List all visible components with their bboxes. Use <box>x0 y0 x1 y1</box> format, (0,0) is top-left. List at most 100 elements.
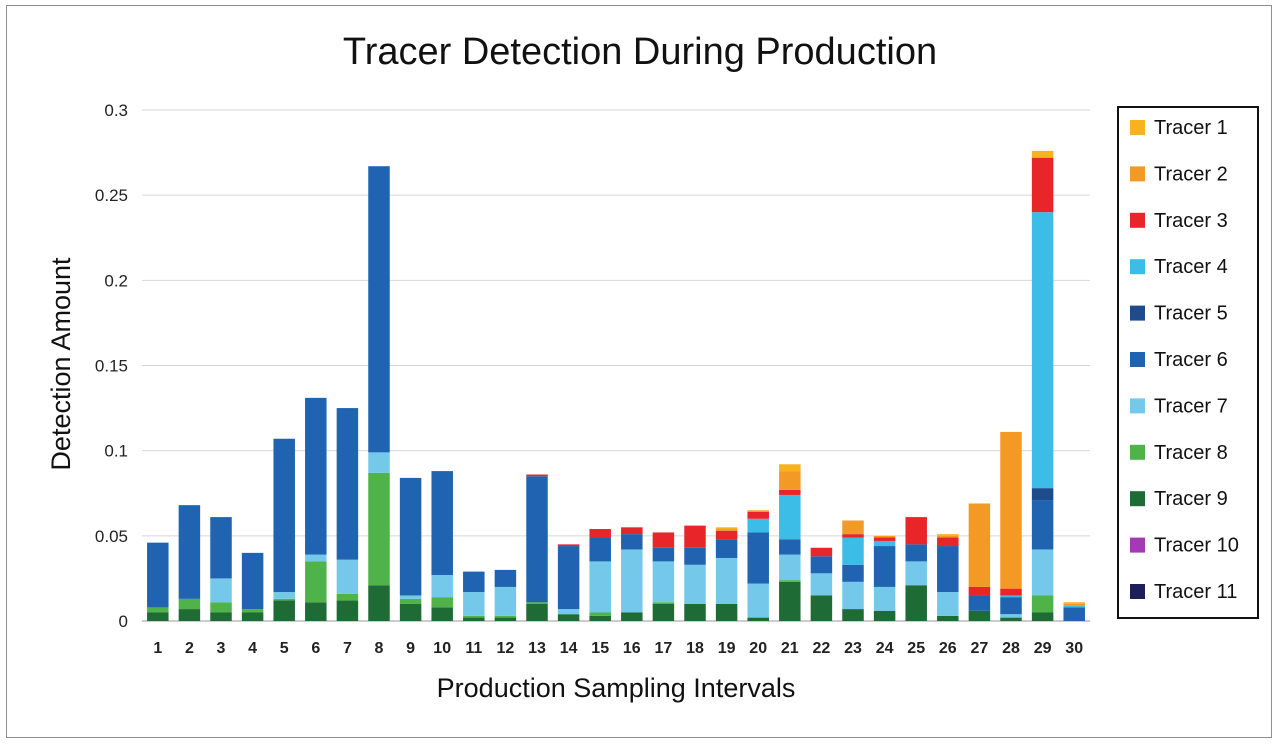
bar-segment-tracer-9 <box>589 615 611 621</box>
x-tick-label: 23 <box>844 640 862 657</box>
bar-segment-tracer-2 <box>842 520 864 535</box>
bar-segment-tracer-7 <box>810 573 833 596</box>
bar-segment-tracer-6 <box>968 595 991 611</box>
bar-segment-tracer-9 <box>905 585 927 621</box>
bar-segment-tracer-1 <box>779 464 801 472</box>
bar-segment-tracer-4 <box>1063 605 1085 608</box>
bar-segment-tracer-2 <box>747 510 769 512</box>
x-tick-label: 22 <box>813 640 831 657</box>
legend-swatch <box>1130 584 1145 599</box>
bar-segment-tracer-4 <box>1031 212 1054 489</box>
bar-segment-tracer-6 <box>937 546 959 593</box>
bar-segment-tracer-6 <box>905 544 927 562</box>
bar-segment-tracer-8 <box>241 609 264 613</box>
bar-segment-tracer-7 <box>336 559 359 594</box>
bar-segment-tracer-8 <box>526 602 548 604</box>
legend-swatch <box>1130 537 1145 553</box>
bar-segment-tracer-9 <box>842 609 864 621</box>
x-tick-label: 7 <box>343 640 352 657</box>
gridlines <box>142 109 1090 622</box>
bar-segment-tracer-6 <box>368 166 390 453</box>
bar-segment-tracer-8 <box>463 615 485 618</box>
legend-swatch <box>1130 305 1145 321</box>
bar-segment-tracer-7 <box>305 554 327 562</box>
bar-segment-tracer-7 <box>1000 614 1022 618</box>
bar-segment-tracer-8 <box>494 615 517 618</box>
bar-segment-tracer-8 <box>210 602 232 613</box>
bar-segment-tracer-7 <box>210 578 232 603</box>
x-axis-title: Production Sampling Intervals <box>437 673 796 703</box>
bar-segment-tracer-9 <box>715 603 738 621</box>
bar-segment-tracer-6 <box>557 546 580 610</box>
legend-label: Tracer 3 <box>1154 210 1228 232</box>
bar-segment-tracer-7 <box>905 561 927 586</box>
bar-segment-tracer-6 <box>589 537 611 562</box>
bar-segment-tracer-7 <box>652 561 675 603</box>
bar-segment-tracer-3 <box>1031 157 1054 213</box>
bar-segment-tracer-9 <box>1031 612 1054 621</box>
bar-segment-tracer-6 <box>241 552 264 610</box>
bar-segment-tracer-9 <box>747 617 769 621</box>
y-tick-label: 0.25 <box>95 186 128 205</box>
bar-segment-tracer-8 <box>1031 595 1054 613</box>
x-tick-label: 5 <box>280 640 289 657</box>
bar-segment-tracer-6 <box>526 476 548 603</box>
bar-segment-tracer-9 <box>873 610 896 621</box>
bar-segment-tracer-9 <box>431 607 453 621</box>
legend-swatch <box>1130 444 1145 460</box>
x-tick-label: 6 <box>311 640 320 657</box>
bar-segment-tracer-6 <box>463 571 485 593</box>
bar-segment-tracer-9 <box>210 612 232 621</box>
x-tick-label: 27 <box>971 640 989 657</box>
bar-segment-tracer-6 <box>621 534 643 550</box>
bar-segment-tracer-7 <box>747 583 769 618</box>
bar-segment-tracer-1 <box>1063 602 1085 604</box>
x-tick-label: 25 <box>907 640 925 657</box>
bar-segment-tracer-3 <box>937 537 959 547</box>
x-tick-label: 15 <box>591 640 609 657</box>
bar-segment-tracer-7 <box>873 586 896 611</box>
y-tick-label: 0.3 <box>104 101 128 120</box>
x-tick-label: 8 <box>375 640 384 657</box>
bar-segment-tracer-6 <box>147 542 169 608</box>
bar-segment-tracer-9 <box>463 617 485 621</box>
x-tick-label: 20 <box>749 640 767 657</box>
bar-segment-tracer-9 <box>147 612 169 621</box>
legend-label: Tracer 7 <box>1154 395 1228 417</box>
bar-segment-tracer-3 <box>652 532 675 548</box>
bar-segment-tracer-6 <box>684 547 706 565</box>
bar-segment-tracer-2 <box>1063 603 1085 606</box>
bar-segment-tracer-9 <box>241 612 264 621</box>
bar-segment-tracer-4 <box>873 540 896 547</box>
x-tick-label: 13 <box>528 640 546 657</box>
bar-segment-tracer-6 <box>1000 597 1022 615</box>
legend-label: Tracer 10 <box>1154 535 1239 557</box>
y-tick-label: 0.15 <box>95 357 128 376</box>
bar-segment-tracer-6 <box>652 547 675 562</box>
legend: Tracer 1 Tracer 2 Tracer 3 Tracer 4 Tracer 5… <box>1117 106 1259 619</box>
bar-segment-tracer-7 <box>589 561 611 613</box>
bar-segment-tracer-6 <box>810 556 833 574</box>
y-tick-label: 0.05 <box>95 527 128 546</box>
legend-swatch <box>1130 166 1145 182</box>
bar-segment-tracer-6 <box>873 546 896 587</box>
bar-segment-tracer-8 <box>431 597 453 608</box>
x-tick-label: 29 <box>1034 640 1052 657</box>
x-tick-label: 18 <box>686 640 704 657</box>
bar-segment-tracer-9 <box>399 603 422 621</box>
bar-segment-tracer-6 <box>431 471 453 576</box>
bar-segment-tracer-2 <box>968 503 991 587</box>
bar-segment-tracer-4 <box>842 537 864 565</box>
x-tick-label: 14 <box>560 640 578 657</box>
bar-segment-tracer-6 <box>399 477 422 596</box>
legend-label: Tracer 11 <box>1154 581 1237 603</box>
bar-segment-tracer-6 <box>178 505 201 599</box>
bar-segment-tracer-3 <box>684 525 706 548</box>
bar-segment-tracer-8 <box>273 598 295 601</box>
bar-segment-tracer-7 <box>431 575 453 598</box>
bar-segment-tracer-8 <box>368 472 390 586</box>
bar-segment-tracer-8 <box>178 598 201 610</box>
bar-segment-tracer-3 <box>873 537 896 541</box>
legend-label: Tracer 5 <box>1154 303 1228 325</box>
